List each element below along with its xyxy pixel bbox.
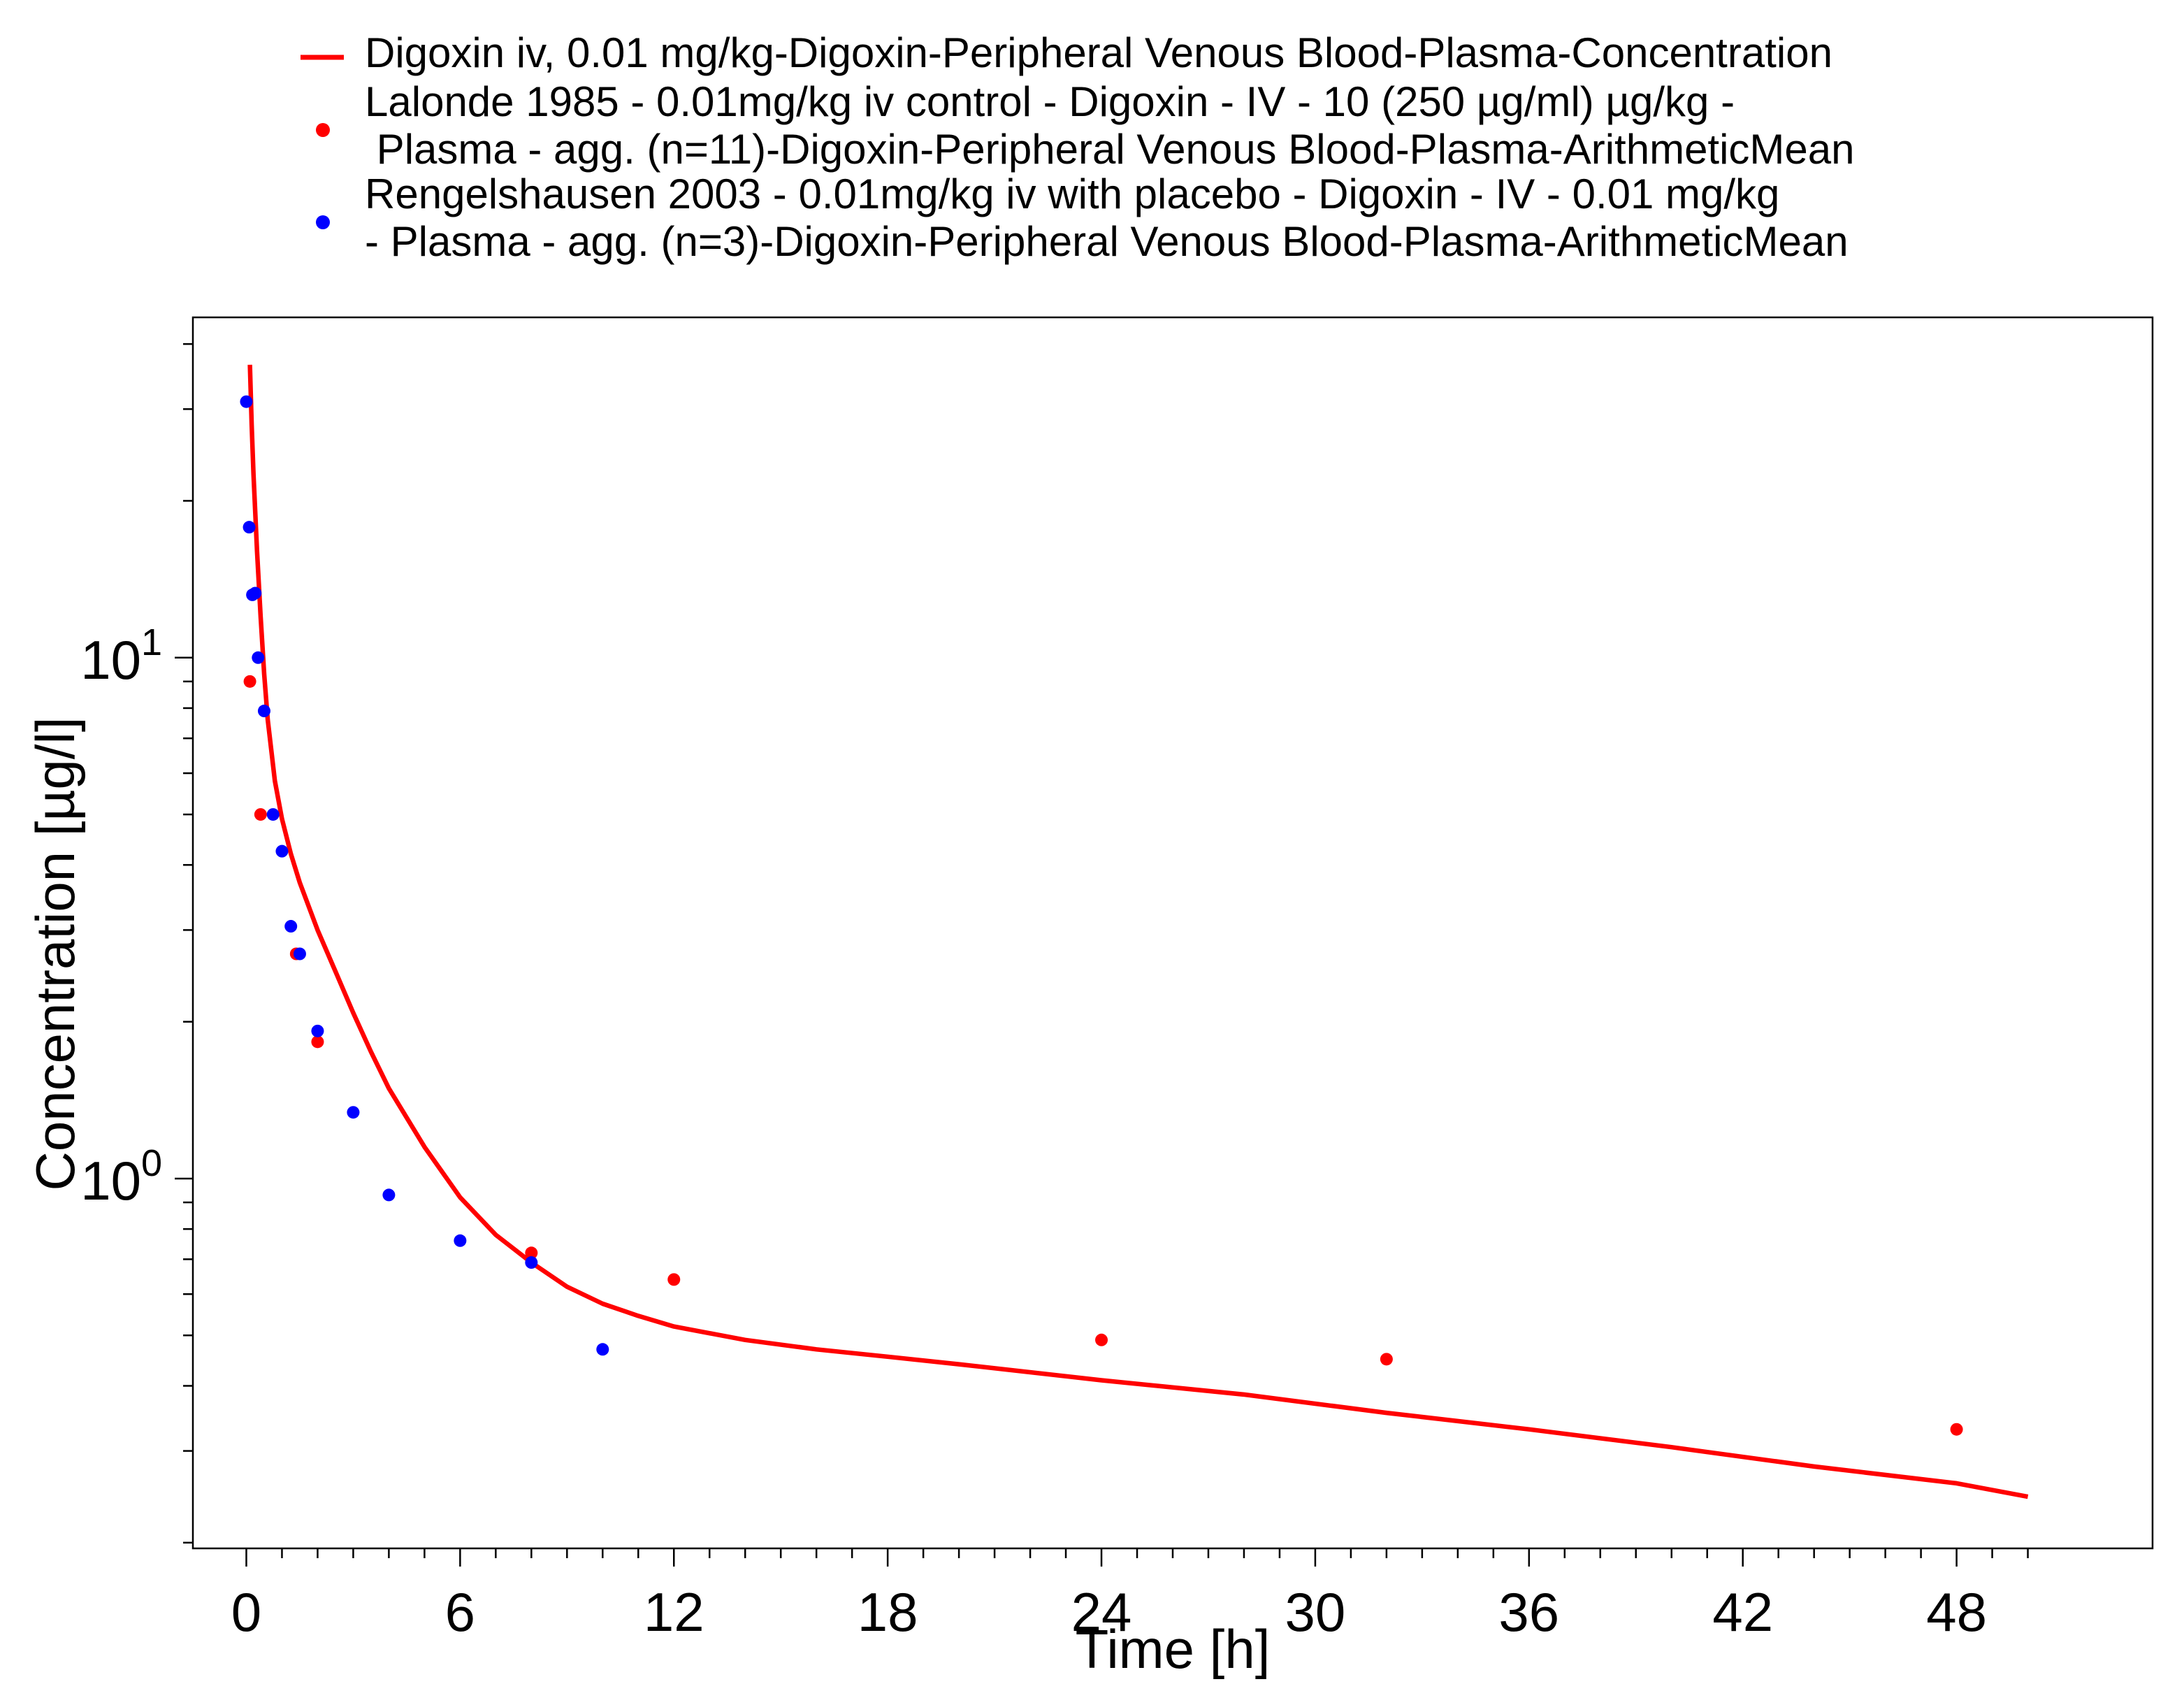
data-point [266, 808, 280, 821]
data-point [293, 947, 306, 960]
data-point [1380, 1353, 1393, 1366]
data-point [252, 651, 265, 664]
x-tick-label: 30 [1285, 1581, 1346, 1643]
data-point [525, 1246, 538, 1260]
x-axis: 0 6 12 18 24 30 36 42 48 [231, 1548, 2029, 1643]
legend-item: Lalonde 1985 - 0.01mg/kg iv control - Di… [316, 78, 1855, 173]
data-point [311, 1024, 324, 1037]
data-point [382, 1188, 396, 1202]
y-tick-label: 101 [80, 621, 162, 691]
data-point [347, 1106, 360, 1119]
data-point [284, 920, 298, 933]
legend-item: Rengelshausen 2003 - 0.01mg/kg iv with p… [316, 171, 1849, 265]
data-point [454, 1234, 467, 1247]
data-point [243, 675, 256, 688]
legend-label: - Plasma - agg. (n=3)-Digoxin-Peripheral… [365, 218, 1849, 265]
x-tick-label: 24 [1071, 1581, 1132, 1643]
x-axis-label: Time [h] [1076, 1618, 1271, 1680]
legend-label: Lalonde 1985 - 0.01mg/kg iv control - Di… [365, 78, 1735, 125]
y-tick-base: 10 [80, 629, 141, 691]
data-point [1950, 1423, 1963, 1436]
legend-label: Digoxin iv, 0.01 mg/kg-Digoxin-Periphera… [365, 29, 1832, 76]
y-tick-exponent: 1 [141, 621, 162, 663]
y-tick-label: 100 [80, 1142, 162, 1211]
x-tick-label: 36 [1498, 1581, 1559, 1643]
x-tick-label: 12 [644, 1581, 704, 1643]
legend-label: Plasma - agg. (n=11)-Digoxin-Peripheral … [365, 126, 1855, 173]
x-tick-label: 18 [858, 1581, 918, 1643]
data-point [240, 395, 253, 408]
data-point [596, 1343, 609, 1356]
x-tick-label: 42 [1712, 1581, 1773, 1643]
series-3 [240, 395, 609, 1356]
plot-area [240, 364, 2029, 1499]
data-point [1095, 1333, 1108, 1346]
legend-marker-swatch [316, 123, 330, 137]
data-point [311, 1035, 324, 1049]
legend-marker-swatch [316, 215, 330, 229]
y-axis-label: Concentration [µg/l] [24, 717, 86, 1191]
data-point [275, 844, 289, 858]
data-point [254, 808, 267, 821]
data-point [257, 705, 270, 718]
y-tick-exponent: 0 [141, 1142, 162, 1184]
legend-item: Digoxin iv, 0.01 mg/kg-Digoxin-Periphera… [301, 29, 1832, 76]
data-point [243, 521, 256, 534]
series-1 [247, 364, 2029, 1499]
x-tick-label: 6 [445, 1581, 475, 1643]
data-point [667, 1273, 681, 1286]
x-tick-label: 0 [231, 1581, 261, 1643]
legend-label: Rengelshausen 2003 - 0.01mg/kg iv with p… [365, 171, 1779, 217]
series-2 [243, 675, 1963, 1436]
plot-frame [191, 316, 2154, 1550]
y-tick-base: 10 [80, 1150, 141, 1211]
legend: Digoxin iv, 0.01 mg/kg-Digoxin-Periphera… [301, 29, 1855, 265]
data-point [525, 1256, 538, 1269]
x-tick-label: 48 [1926, 1581, 1987, 1643]
data-point [249, 586, 262, 600]
series-line [247, 364, 2029, 1499]
